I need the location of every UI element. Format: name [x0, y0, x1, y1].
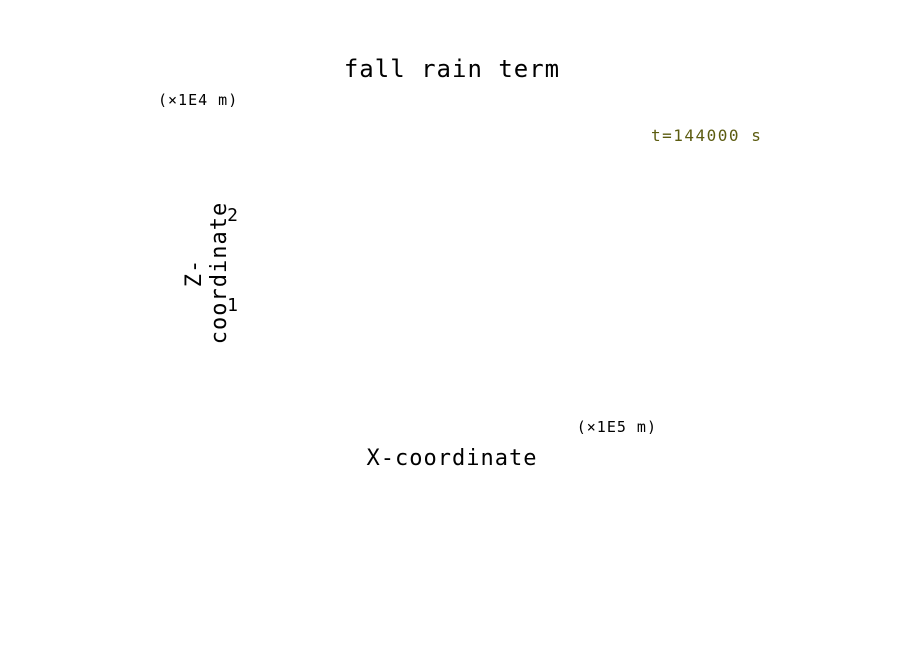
chart-title: fall rain term [343, 55, 561, 83]
z-tick-label-1: 1 [227, 295, 238, 316]
time-stamp-label: t=144000 s [651, 126, 763, 145]
z-tick-label-2: 2 [227, 205, 238, 226]
x-axis-title: X-coordinate [366, 446, 538, 471]
x-axis-unit-label: (×1E5 m) [576, 418, 657, 436]
z-axis-unit-label: (×1E4 m) [158, 91, 239, 109]
